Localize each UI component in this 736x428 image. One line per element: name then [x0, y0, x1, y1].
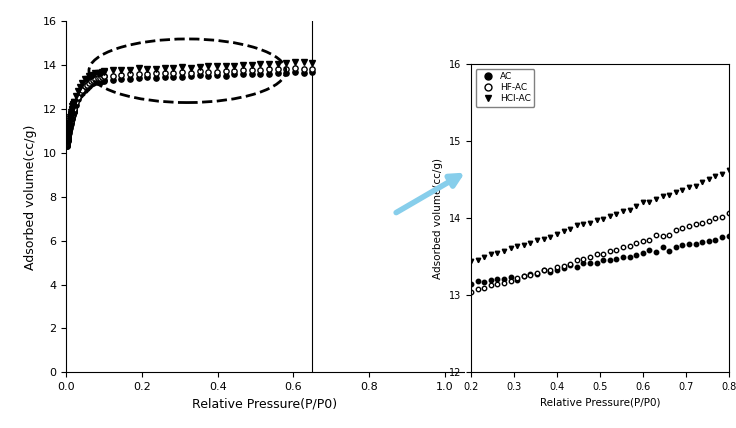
Legend: AC, HF-AC, HCl-AC: AC, HF-AC, HCl-AC — [475, 69, 534, 107]
Y-axis label: Adsorbed volume(cc/g): Adsorbed volume(cc/g) — [434, 158, 443, 279]
X-axis label: Relative Pressure(P/P0): Relative Pressure(P/P0) — [539, 398, 660, 407]
Y-axis label: Adsorbed volume(cc/g): Adsorbed volume(cc/g) — [24, 124, 37, 270]
X-axis label: Relative Pressure(P/P0): Relative Pressure(P/P0) — [192, 398, 338, 410]
